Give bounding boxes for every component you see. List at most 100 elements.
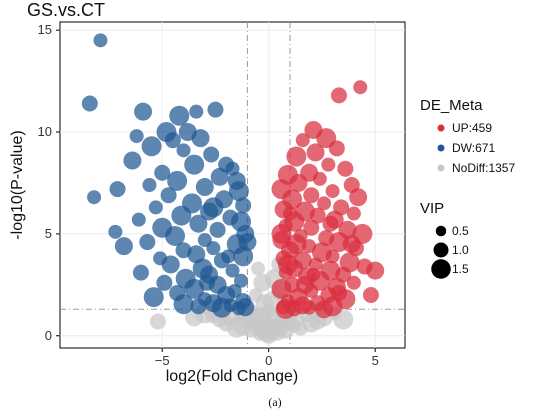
color-legend: UP:459 DW:671 NoDiff:1357 [437,121,515,175]
data-point [154,164,171,181]
data-point [306,143,325,162]
data-point [322,215,339,232]
data-point [156,274,173,291]
size-legend: 0.5 1.0 1.5 [431,224,469,279]
data-point [134,102,153,121]
size-legend-swatch [435,225,447,237]
data-point [330,87,347,104]
data-point [206,241,221,256]
x-axis-label: log2(Fold Change) [166,368,299,385]
data-point [325,249,340,264]
data-point [303,187,320,204]
y-axis-label: -log10(P-value) [9,130,26,239]
data-point [141,136,162,157]
data-point [114,237,133,256]
data-point [342,235,361,254]
data-point [277,254,298,275]
data-point [190,298,207,315]
data-point [309,207,326,224]
data-point [362,287,379,304]
data-point [184,154,205,175]
data-point [161,255,180,274]
data-point [169,105,190,126]
data-point [167,170,188,191]
data-point [171,205,192,226]
data-point [173,294,194,315]
legend-label: DW:671 [452,141,495,155]
data-point [132,264,149,281]
data-point [271,278,292,299]
data-point [295,275,314,294]
data-point [221,249,236,264]
data-point [271,223,292,244]
data-point [209,221,226,238]
data-point [317,196,332,211]
data-point [337,160,354,177]
data-point [87,190,102,205]
data-point [321,157,336,172]
data-point [302,300,317,315]
x-tick-label: 5 [372,353,379,368]
data-point [328,140,345,157]
data-point [189,214,208,233]
data-point [207,101,224,118]
data-point [191,129,210,148]
data-point [129,129,144,144]
y-tick-label: 0 [45,328,52,343]
data-point [218,156,235,173]
data-point [267,322,282,337]
data-point [325,184,340,199]
data-point [283,206,297,221]
data-point [93,33,108,48]
size-legend-title: VIP [420,200,444,217]
legend-swatch [437,144,445,152]
data-point [346,206,361,221]
data-point [295,133,310,148]
data-point [203,197,224,218]
data-point [189,104,204,119]
data-point [330,284,347,301]
data-point [195,178,214,197]
data-point [366,261,385,280]
data-point [289,173,308,192]
data-point [231,211,252,232]
data-point [349,188,368,207]
data-point [131,212,146,227]
data-point [303,219,320,236]
data-point [149,313,166,330]
data-point [225,263,240,278]
x-axis-ticks: −5 0 5 [155,348,379,368]
y-axis-ticks: 0 5 10 15 [38,22,60,343]
data-point [148,200,163,215]
data-point [165,225,185,246]
data-point [275,298,296,319]
data-point [143,287,164,308]
legend-label: UP:459 [452,121,492,135]
data-point [203,146,220,163]
data-point [123,151,142,170]
data-point [234,273,249,288]
data-point [233,246,254,267]
data-point [227,171,246,190]
data-point [139,234,156,251]
size-legend-swatch [433,242,449,258]
size-legend-swatch [431,259,451,279]
y-tick-label: 15 [38,22,52,37]
legend-swatch [437,124,445,132]
legend-label: NoDiff:1357 [452,161,515,175]
x-tick-label: 0 [265,353,272,368]
data-point [160,187,177,204]
data-point [198,274,215,291]
chart-title: GS.vs.CT [27,0,106,20]
y-tick-label: 10 [38,124,52,139]
data-point [164,132,181,149]
data-point [235,197,252,214]
data-point [108,224,123,239]
data-point [286,146,307,167]
size-legend-label: 1.0 [452,243,469,257]
data-point [109,181,126,198]
data-point [353,80,368,95]
data-point [286,234,307,255]
x-tick-label: −5 [155,353,170,368]
